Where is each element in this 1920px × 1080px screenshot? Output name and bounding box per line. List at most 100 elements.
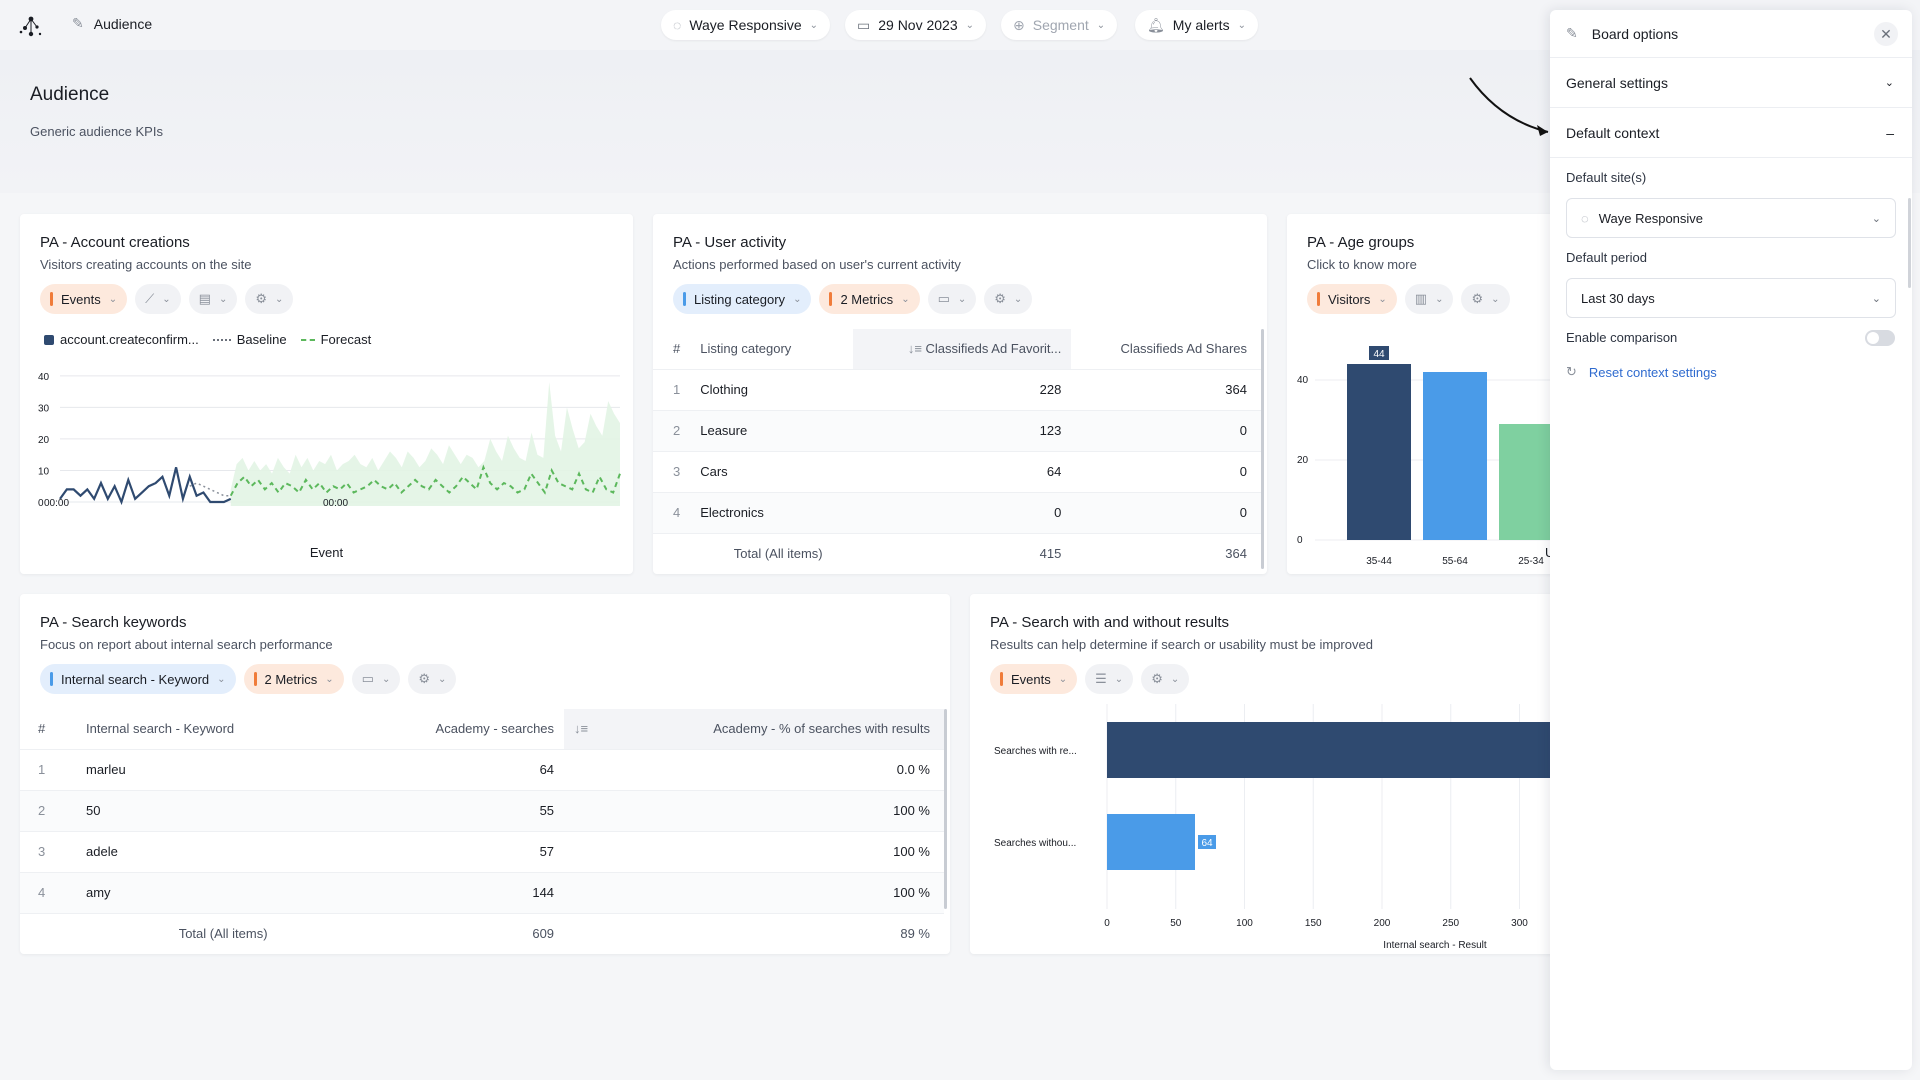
table-row[interactable]: 2 50 55 100 % [20,789,944,831]
date-filter[interactable]: ▭ 29 Nov 2023 ⌄ [845,10,987,40]
col-results-header[interactable]: ↓≡ Academy - % of searches with results [564,709,944,749]
settings-selector[interactable]: ⚙ ⌄ [984,284,1033,314]
settings-selector[interactable]: ⚙ ⌄ [408,664,457,694]
card-controls: Internal search - Keyword ⌄ 2 Metrics ⌄ … [40,664,457,694]
gear-icon: ⚙ [994,291,1006,306]
chart-type-selector[interactable]: ☰ ⌄ [1085,664,1134,694]
table-row[interactable]: 1 Clothing 228 364 [653,368,1261,410]
legend-item-series[interactable]: account.createconfirm... [44,332,199,347]
card-title: PA - Age groups [1307,234,1415,251]
x-tick-label: 200 [1374,918,1391,929]
date-filter-label: 29 Nov 2023 [878,17,958,33]
table-row[interactable]: 3 Cars 64 0 [653,450,1261,492]
visitors-selector[interactable]: Visitors ⌄ [1307,284,1397,314]
table-row[interactable]: 3 adele 57 100 % [20,830,944,872]
general-settings-section[interactable]: General settings ⌄ [1550,58,1912,108]
y-tick-label: 20 [38,435,50,446]
dimension-selector[interactable]: Internal search - Keyword ⌄ [40,664,236,694]
default-context-section[interactable]: Default context – [1550,108,1912,158]
row-value: 100 % [564,871,944,913]
annotation-arrow-icon [1469,77,1549,136]
legend-swatch [212,338,231,341]
page-subtitle: Generic audience KPIs [30,124,163,139]
edit-icon[interactable]: ✎ [72,15,84,31]
row-index: 1 [20,748,76,790]
col-favorites-header[interactable]: ↓≡ Classifieds Ad Favorit... [852,329,1072,369]
scrollbar[interactable] [944,709,947,909]
age-bar-chart[interactable]: 0 20 40 35-44 44 55-64 25-34 [1287,324,1587,574]
col-category-header[interactable]: Listing category [700,341,792,357]
card-title: PA - User activity [673,234,787,251]
scrollbar[interactable] [1908,198,1911,288]
chevron-down-icon: ⌄ [965,19,975,31]
x-tick-label: 00:00 [323,498,348,509]
close-icon[interactable]: ✕ [1874,22,1898,46]
x-tick-label: 0 [1104,918,1110,929]
legend-item-baseline[interactable]: Baseline [212,332,287,347]
table-header-row: # Internal search - Keyword Academy - se… [20,709,944,749]
table-row[interactable]: 1 marleu 64 0.0 % [20,748,944,790]
col-shares-header[interactable]: Classifieds Ad Shares [1120,341,1247,357]
row-value: 123 [852,409,1072,451]
metric-marker [50,292,53,306]
search-bar-chart[interactable]: 0 50 100 150 200 250 300 Searches with re... Sea… [970,704,1570,954]
database-icon: ▤ [198,291,211,306]
settings-selector[interactable]: ⚙ ⌄ [1461,284,1510,314]
chart-type-selector[interactable]: ⟋ ⌄ [135,284,181,314]
reset-context-link[interactable]: ↻ Reset context settings [1566,364,1717,380]
table-row[interactable]: 4 Electronics 0 0 [653,491,1261,533]
chevron-down-icon: ⌄ [1435,293,1444,305]
visitors-label: Visitors [1328,291,1371,307]
line-chart[interactable]: 0 10 20 30 40 00:00 00:00 [20,354,633,514]
row-label: Cars [690,450,853,492]
globe-icon: ◌ [673,17,682,33]
row-index: 4 [20,871,76,913]
card-subtitle: Results can help determine if search or … [990,637,1373,652]
table-total-row: Total (All items) 609 89 % [20,912,944,953]
events-selector[interactable]: Events ⌄ [40,284,128,314]
settings-selector[interactable]: ⚙ ⌄ [1141,664,1190,694]
events-selector[interactable]: Events ⌄ [990,664,1078,694]
chevron-down-icon: ⌄ [162,293,171,305]
comparison-toggle[interactable] [1865,330,1895,346]
site-filter[interactable]: ◌ Waye Responsive ⌄ [661,10,831,40]
segment-filter[interactable]: ⊕ Segment ⌄ [1001,10,1118,40]
y-tick-label: 0 [1297,535,1303,546]
settings-selector[interactable]: ⚙ ⌄ [245,284,294,314]
metrics-selector[interactable]: 2 Metrics ⌄ [819,284,920,314]
default-period-value: Last 30 days [1581,290,1655,306]
table-row[interactable]: 2 Leasure 123 0 [653,409,1261,451]
legend-item-forecast[interactable]: Forecast [300,332,371,347]
chevron-down-icon: ⌄ [1013,293,1023,305]
row-label: adele [76,830,358,872]
table-type-selector[interactable]: ▭ ⌄ [927,284,977,314]
default-site-select[interactable]: ◌ Waye Responsive ⌄ [1566,198,1896,238]
row-value: 0 [852,491,1072,533]
data-options-selector[interactable]: ▤ ⌄ [188,284,238,314]
default-period-select[interactable]: Last 30 days ⌄ [1566,278,1896,318]
alerts-filter[interactable]: 🔔︎ My alerts ⌄ [1135,10,1258,40]
card-subtitle: Visitors creating accounts on the site [40,257,252,272]
table-type-selector[interactable]: ▭ ⌄ [351,664,401,694]
gear-icon: ⚙ [1151,671,1163,686]
legend-swatch [300,338,315,341]
table-row[interactable]: 4 amy 144 100 % [20,871,944,913]
col-searches-header[interactable]: Academy - searches [435,721,555,737]
row-value: 64 [357,748,565,790]
metrics-selector[interactable]: 2 Metrics ⌄ [243,664,344,694]
chart-type-selector[interactable]: ▥ ⌄ [1404,284,1454,314]
default-period-label: Default period [1566,250,1647,265]
data-label: 44 [1373,349,1385,360]
chevron-down-icon: ⌄ [381,673,391,685]
scrollbar[interactable] [1261,329,1264,569]
dimension-selector[interactable]: Listing category ⌄ [673,284,812,314]
enable-comparison-label: Enable comparison [1566,330,1678,345]
chevron-down-icon: ⌄ [274,293,284,305]
y-tick-label: 20 [1297,455,1309,466]
dimension-label: Internal search - Keyword [61,671,210,687]
card-subtitle: Click to know more [1307,257,1417,272]
series-line [59,467,232,506]
app-logo-icon[interactable] [18,13,44,39]
col-index-header: # [38,721,46,737]
col-keyword-header[interactable]: Internal search - Keyword [86,721,235,737]
